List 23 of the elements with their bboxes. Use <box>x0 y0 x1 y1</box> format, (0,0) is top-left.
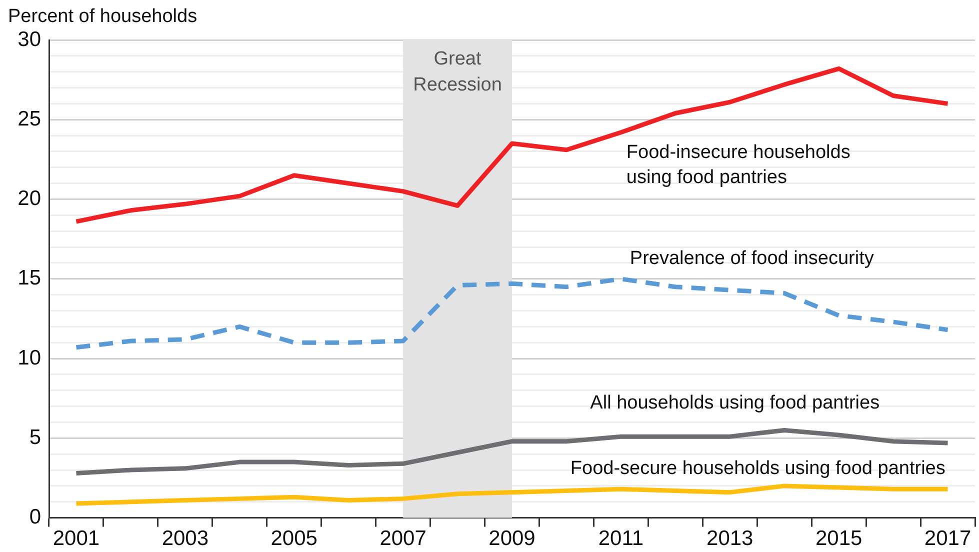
y-tick-label: 0 <box>29 506 41 529</box>
line-series <box>74 276 950 350</box>
y-axis-title: Percent of households <box>8 6 198 28</box>
x-tick-label: 2003 <box>162 527 209 550</box>
x-tick-label: 2017 <box>924 527 972 550</box>
x-tick-label: 2005 <box>270 527 318 550</box>
y-tick-label: 20 <box>18 187 41 210</box>
band-label: Great Recession <box>413 48 502 96</box>
x-tick-label: 2001 <box>52 527 100 550</box>
x-tick-label: 2015 <box>815 527 862 550</box>
y-tick-label: 5 <box>29 426 41 449</box>
y-tick-label: 15 <box>18 266 41 290</box>
series-label: Food-insecure households using food pantries <box>626 142 850 188</box>
series-label: All households using food pantries <box>590 392 880 414</box>
y-tick-label: 25 <box>18 107 41 130</box>
y-tick-label: 10 <box>18 346 41 370</box>
x-tick-label: 2013 <box>706 527 754 550</box>
x-tick-label: 2011 <box>598 527 644 550</box>
series-label: Food-secure households using food pantries <box>570 458 946 480</box>
series-label: Prevalence of food insecurity <box>630 248 874 269</box>
x-tick-label: 2007 <box>380 527 426 550</box>
y-tick-label: 30 <box>18 28 41 51</box>
x-tick-label: 2009 <box>488 527 536 550</box>
